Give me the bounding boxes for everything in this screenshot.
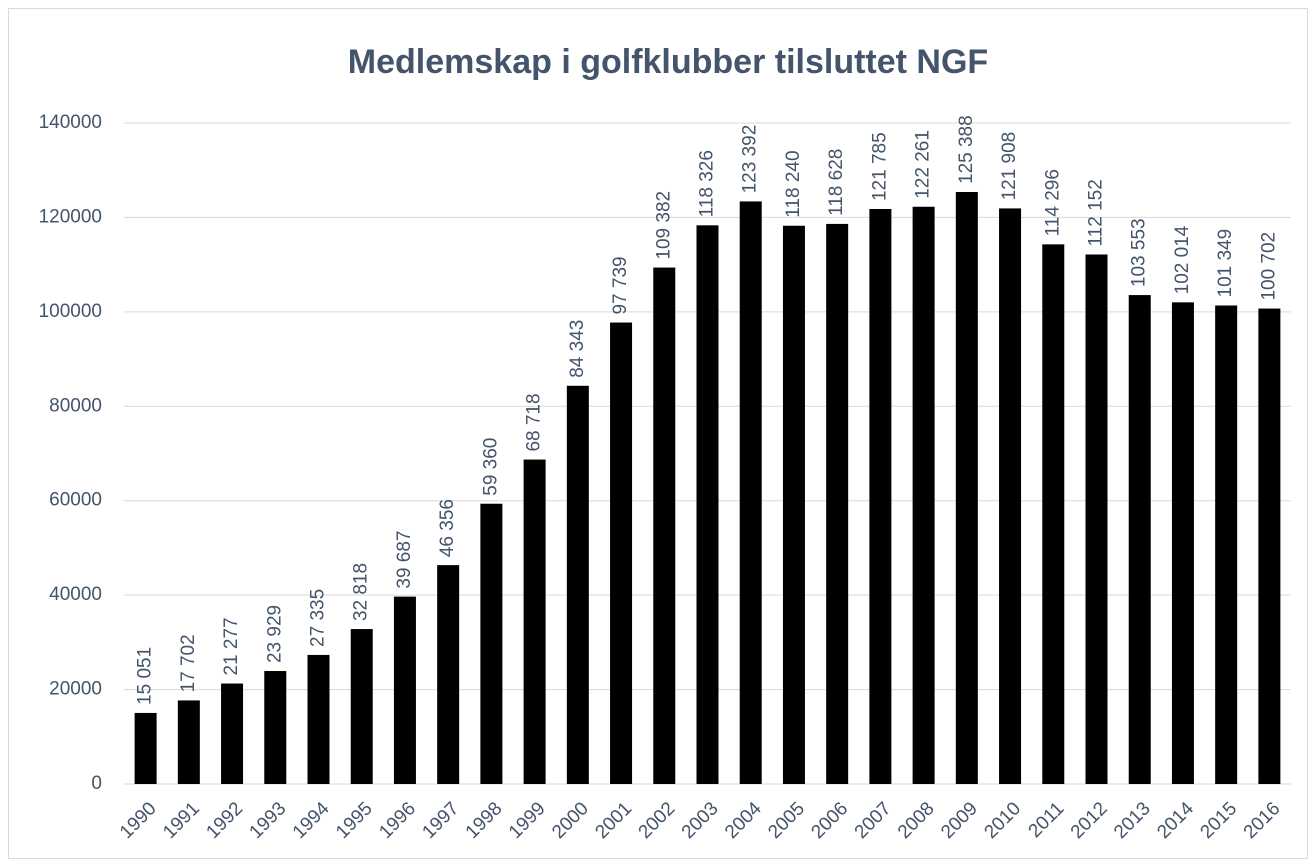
bar: [221, 683, 244, 784]
value-label: 23 929: [264, 605, 285, 663]
value-label: 112 152: [1086, 179, 1107, 246]
bar: [134, 712, 157, 784]
bar: [350, 629, 373, 784]
bar: [566, 385, 589, 784]
value-label: 32 818: [351, 563, 372, 621]
value-label: 97 739: [610, 256, 631, 314]
value-label: 68 718: [524, 393, 545, 451]
y-tick-label: 60000: [49, 490, 102, 511]
value-label: 103 553: [1129, 218, 1150, 287]
chart-title: Medlemskap i golfklubber tilsluttet NGF: [348, 43, 988, 81]
value-label: 100 702: [1258, 232, 1279, 301]
value-label: 114 296: [1042, 169, 1063, 236]
value-label: 122 261: [913, 130, 934, 199]
value-label: 102 014: [1172, 225, 1193, 294]
y-tick-label: 80000: [49, 395, 102, 416]
y-tick-label: 120000: [39, 206, 102, 227]
value-label: 118 628: [826, 149, 847, 216]
value-label: 118 326: [697, 150, 718, 217]
bar: [696, 225, 719, 784]
bar: [1128, 295, 1151, 784]
value-label: 21 277: [221, 617, 242, 675]
value-label: 121 785: [869, 132, 890, 201]
y-tick-label: 0: [91, 773, 102, 794]
bar: [869, 209, 892, 784]
bar: [955, 191, 978, 785]
bar: [1171, 302, 1194, 784]
bar: [437, 565, 460, 784]
value-label: 39 687: [394, 530, 415, 588]
value-label: 118 240: [783, 150, 804, 217]
bar: [1215, 305, 1238, 784]
bar: [999, 208, 1022, 784]
value-label: 27 335: [308, 589, 329, 647]
y-tick-label: 40000: [49, 584, 102, 605]
bar: [739, 201, 762, 785]
bar: [523, 459, 546, 784]
value-label: 109 382: [653, 191, 674, 260]
value-label: 15 051: [135, 647, 156, 705]
bar: [782, 225, 805, 784]
bar: [1042, 244, 1065, 784]
value-label: 101 349: [1215, 229, 1236, 298]
bar: [1085, 254, 1108, 784]
bar: [1258, 308, 1281, 784]
bar: [393, 596, 416, 784]
value-label: 59 360: [480, 438, 501, 496]
value-label: 121 908: [999, 132, 1020, 201]
bar: [264, 671, 287, 784]
bar: [307, 654, 330, 784]
bar: [653, 267, 676, 785]
value-label: 46 356: [437, 499, 458, 557]
y-tick-label: 20000: [49, 679, 102, 700]
y-tick-label: 140000: [39, 112, 102, 133]
bar: [826, 223, 849, 784]
value-label: 84 343: [567, 320, 588, 378]
bar: [480, 503, 503, 784]
value-label: 125 388: [956, 115, 977, 184]
bar: [912, 206, 935, 784]
bar: [610, 322, 633, 784]
y-tick-label: 100000: [39, 301, 102, 322]
value-label: 123 392: [740, 125, 761, 194]
bar: [177, 700, 200, 784]
value-label: 17 702: [178, 634, 199, 692]
